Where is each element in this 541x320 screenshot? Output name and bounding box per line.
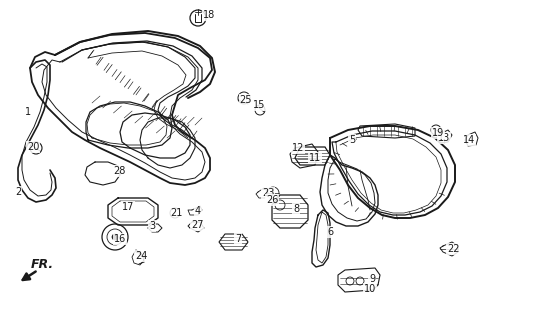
- Text: 27: 27: [191, 220, 203, 230]
- Text: 3: 3: [149, 221, 155, 231]
- Text: 26: 26: [266, 195, 278, 205]
- Text: 10: 10: [364, 284, 376, 294]
- Text: 2: 2: [15, 187, 21, 197]
- Text: 22: 22: [447, 244, 459, 254]
- Text: FR.: FR.: [30, 259, 54, 271]
- Text: 5: 5: [349, 135, 355, 145]
- Text: 11: 11: [309, 153, 321, 163]
- Text: 14: 14: [463, 135, 475, 145]
- Text: 18: 18: [203, 10, 215, 20]
- Text: 28: 28: [113, 166, 125, 176]
- Text: 12: 12: [292, 143, 304, 153]
- Text: 24: 24: [135, 251, 147, 261]
- Circle shape: [112, 234, 118, 240]
- Text: 4: 4: [195, 206, 201, 216]
- Text: 25: 25: [240, 95, 252, 105]
- Text: 9: 9: [369, 274, 375, 284]
- Text: 19: 19: [432, 128, 444, 138]
- Text: 23: 23: [262, 188, 274, 198]
- Text: 1: 1: [25, 107, 31, 117]
- Text: 15: 15: [253, 100, 265, 110]
- Text: 20: 20: [27, 142, 39, 152]
- Text: 16: 16: [114, 234, 126, 244]
- Text: 8: 8: [293, 204, 299, 214]
- Text: 6: 6: [327, 227, 333, 237]
- Text: 21: 21: [170, 208, 182, 218]
- Text: 13: 13: [438, 133, 450, 143]
- Text: 17: 17: [122, 202, 134, 212]
- Text: 7: 7: [235, 234, 241, 244]
